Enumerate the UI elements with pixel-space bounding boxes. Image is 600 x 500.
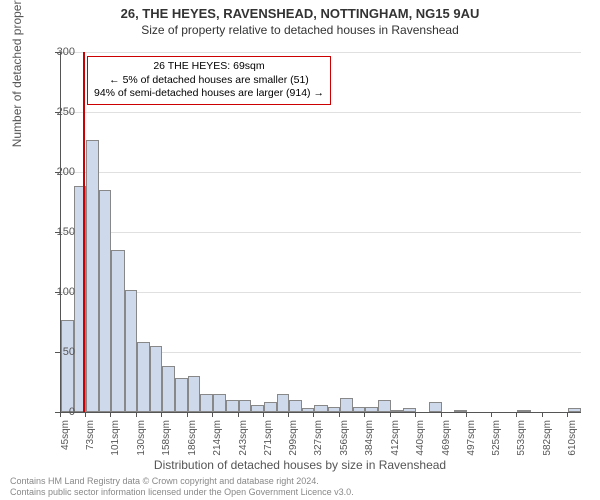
x-tick-mark (263, 412, 264, 417)
x-tick-label: 158sqm (161, 420, 172, 460)
x-tick-mark (110, 412, 111, 417)
plot-area: 26 THE HEYES: 69sqm ← 5% of detached hou… (60, 52, 581, 413)
y-tick-mark (55, 292, 60, 293)
x-tick-label: 412sqm (390, 420, 401, 460)
x-tick-label: 497sqm (466, 420, 477, 460)
x-tick-mark (364, 412, 365, 417)
x-tick-label: 440sqm (415, 420, 426, 460)
histogram-bar (314, 405, 327, 412)
y-tick-mark (55, 52, 60, 53)
x-tick-mark (441, 412, 442, 417)
histogram-bar (61, 320, 74, 412)
annotation-line-3: 94% of semi-detached houses are larger (… (94, 87, 324, 101)
x-tick-label: 469sqm (441, 420, 452, 460)
footer-attribution: Contains HM Land Registry data © Crown c… (10, 476, 354, 498)
x-tick-label: 356sqm (339, 420, 350, 460)
y-tick-label: 200 (45, 166, 75, 178)
histogram-bar (175, 378, 188, 412)
histogram-bar (125, 290, 138, 412)
grid-line (61, 232, 581, 233)
y-tick-label: 150 (45, 226, 75, 238)
x-tick-mark (212, 412, 213, 417)
x-tick-label: 186sqm (187, 420, 198, 460)
x-tick-label: 101sqm (110, 420, 121, 460)
x-tick-mark (60, 412, 61, 417)
y-tick-mark (55, 172, 60, 173)
x-tick-mark (491, 412, 492, 417)
footer-line-2: Contains public sector information licen… (10, 487, 354, 498)
histogram-bar (239, 400, 252, 412)
x-tick-label: 243sqm (238, 420, 249, 460)
grid-line (61, 292, 581, 293)
x-tick-mark (516, 412, 517, 417)
x-tick-mark (390, 412, 391, 417)
x-tick-mark (161, 412, 162, 417)
y-tick-mark (55, 112, 60, 113)
x-tick-mark (466, 412, 467, 417)
annotation-line-1: 26 THE HEYES: 69sqm (94, 60, 324, 74)
histogram-bar (251, 405, 264, 412)
histogram-bar (517, 410, 530, 412)
y-tick-label: 50 (45, 346, 75, 358)
y-tick-mark (55, 352, 60, 353)
histogram-bar (150, 346, 163, 412)
y-tick-label: 100 (45, 286, 75, 298)
x-tick-label: 610sqm (567, 420, 578, 460)
x-tick-label: 553sqm (516, 420, 527, 460)
grid-line (61, 112, 581, 113)
histogram-bar (277, 394, 290, 412)
annotation-line-2: ← 5% of detached houses are smaller (51) (94, 74, 324, 88)
y-tick-mark (55, 232, 60, 233)
x-tick-mark (542, 412, 543, 417)
histogram-bar (340, 398, 353, 412)
y-tick-label: 300 (45, 46, 75, 58)
x-tick-mark (136, 412, 137, 417)
histogram-bar (162, 366, 175, 412)
x-tick-mark (415, 412, 416, 417)
x-tick-label: 271sqm (263, 420, 274, 460)
x-tick-label: 130sqm (136, 420, 147, 460)
y-tick-label: 250 (45, 106, 75, 118)
x-tick-label: 45sqm (60, 420, 71, 460)
histogram-bar (137, 342, 150, 412)
reference-line (83, 52, 85, 412)
x-tick-mark (238, 412, 239, 417)
x-axis-label: Distribution of detached houses by size … (0, 458, 600, 472)
histogram-bar (378, 400, 391, 412)
x-tick-label: 582sqm (542, 420, 553, 460)
histogram-bar (429, 402, 442, 412)
grid-line (61, 52, 581, 53)
x-tick-label: 384sqm (364, 420, 375, 460)
histogram-bar (111, 250, 124, 412)
x-tick-label: 214sqm (212, 420, 223, 460)
annotation-box: 26 THE HEYES: 69sqm ← 5% of detached hou… (87, 56, 331, 105)
x-tick-mark (187, 412, 188, 417)
title-main: 26, THE HEYES, RAVENSHEAD, NOTTINGHAM, N… (0, 0, 600, 21)
x-tick-mark (567, 412, 568, 417)
chart-container: 26, THE HEYES, RAVENSHEAD, NOTTINGHAM, N… (0, 0, 600, 500)
x-tick-mark (85, 412, 86, 417)
histogram-bar (200, 394, 213, 412)
histogram-bar (226, 400, 239, 412)
histogram-bar (365, 407, 378, 412)
histogram-bar (99, 190, 112, 412)
histogram-bar (289, 400, 302, 412)
x-tick-mark (288, 412, 289, 417)
histogram-bar (213, 394, 226, 412)
x-tick-label: 525sqm (491, 420, 502, 460)
x-tick-label: 299sqm (288, 420, 299, 460)
x-tick-label: 73sqm (85, 420, 96, 460)
histogram-bar (264, 402, 277, 412)
histogram-bar (86, 140, 99, 412)
x-tick-mark (313, 412, 314, 417)
histogram-bar (568, 408, 581, 412)
grid-line (61, 172, 581, 173)
histogram-bar (188, 376, 201, 412)
footer-line-1: Contains HM Land Registry data © Crown c… (10, 476, 354, 487)
x-tick-mark (339, 412, 340, 417)
x-tick-label: 327sqm (313, 420, 324, 460)
title-sub: Size of property relative to detached ho… (0, 21, 600, 41)
y-axis-label: Number of detached properties (10, 0, 24, 147)
histogram-bar (391, 410, 404, 412)
